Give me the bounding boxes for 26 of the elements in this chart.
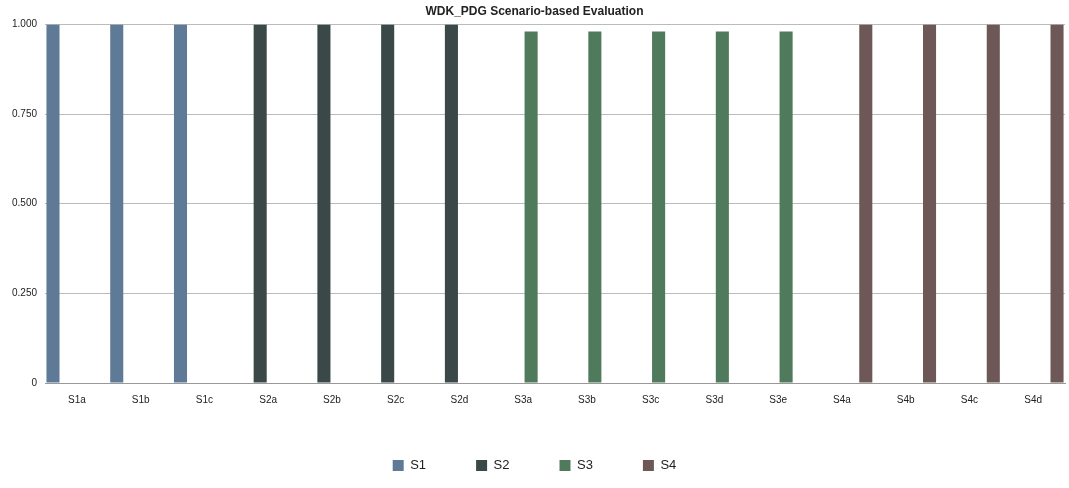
x-tick-label: S1b — [131, 393, 150, 405]
x-tick-label: S3d — [705, 393, 724, 405]
y-tick-label: 1.000 — [11, 18, 38, 30]
chart-title: WDK_PDG Scenario-based Evaluation — [425, 3, 644, 18]
x-tick-label: S1c — [195, 393, 214, 405]
x-tick-label: S3c — [642, 393, 660, 405]
x-tick-label: S2b — [322, 393, 342, 405]
y-tick-label: 0.250 — [11, 287, 38, 299]
x-tick-label: S3b — [577, 393, 597, 405]
y-tick-label: 0 — [31, 376, 38, 388]
x-tick-label: S4d — [1024, 393, 1043, 405]
x-tick-label: S4b — [896, 393, 915, 405]
y-tick-label: 0.750 — [11, 107, 38, 119]
legend-label: S2 — [493, 457, 510, 473]
x-tick-label: S2a — [259, 393, 278, 405]
legend-label: S3 — [577, 457, 593, 473]
legend-label: S4 — [660, 457, 677, 473]
x-tick-label: S2d — [450, 393, 469, 405]
x-tick-label: S3e — [769, 393, 788, 405]
y-tick-label: 0.500 — [11, 197, 38, 209]
x-tick-label: S4a — [832, 393, 852, 405]
x-tick-label: S1a — [68, 393, 87, 405]
legend-label: S1 — [410, 457, 427, 473]
x-tick-label: S2c — [387, 393, 405, 405]
x-tick-label: S4c — [960, 393, 978, 405]
x-tick-label: S3a — [514, 393, 533, 405]
